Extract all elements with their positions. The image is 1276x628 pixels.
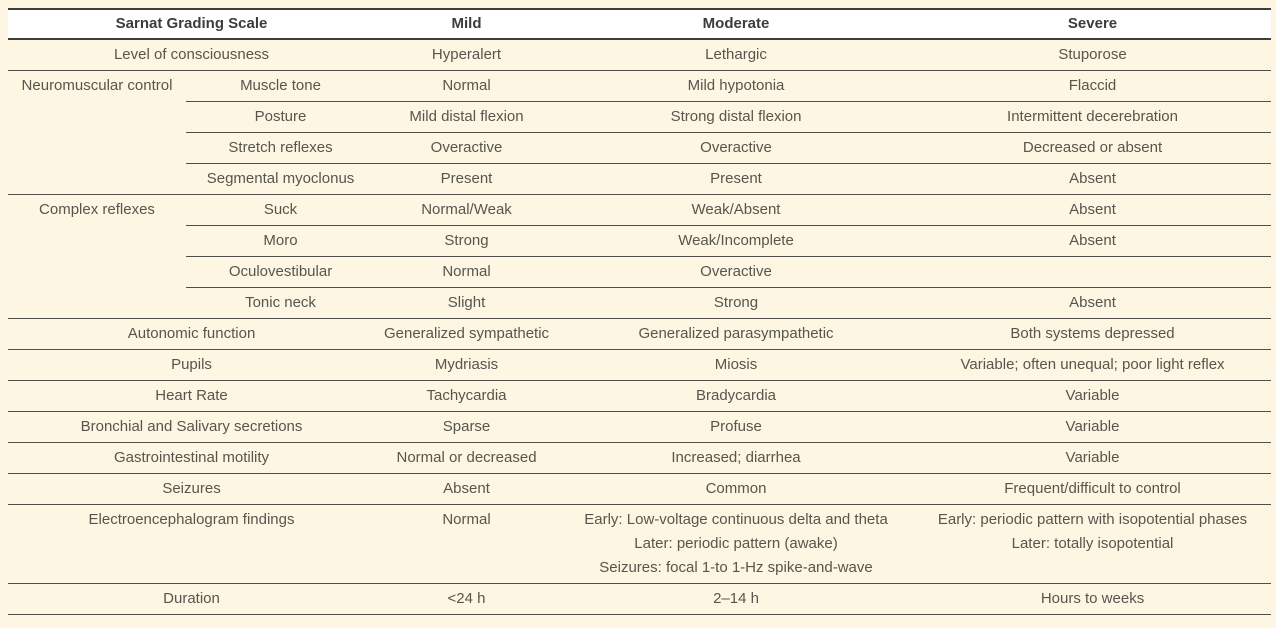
category-bronchial-salivary: Bronchial and Salivary secretions bbox=[8, 411, 376, 443]
cell-posture-mild: Mild distal flexion bbox=[375, 101, 559, 133]
cell-seizures-severe: Frequent/difficult to control bbox=[914, 473, 1272, 505]
row-moro: Moro Strong Weak/Incomplete Absent bbox=[8, 225, 1272, 257]
cell-autonomic-severe: Both systems depressed bbox=[914, 318, 1272, 350]
row-heart-rate: Heart Rate Tachycardia Bradycardia Varia… bbox=[8, 380, 1272, 412]
cell-suck-mild: Normal/Weak bbox=[375, 194, 559, 226]
cell-tonic-neck-mild: Slight bbox=[375, 287, 559, 319]
cell-gi-moderate: Increased; diarrhea bbox=[558, 442, 915, 474]
eeg-moderate-line-later: Later: periodic pattern (awake) bbox=[634, 535, 838, 552]
row-suck: Complex reflexes Suck Normal/Weak Weak/A… bbox=[8, 194, 1272, 319]
cell-eeg-mild: Normal bbox=[375, 504, 559, 584]
cell-moro-moderate: Weak/Incomplete bbox=[558, 225, 915, 257]
feature-stretch-reflexes: Stretch reflexes bbox=[186, 132, 376, 164]
cell-myoclonus-mild: Present bbox=[375, 163, 559, 195]
cell-myoclonus-severe: Absent bbox=[914, 163, 1272, 195]
header-severe: Severe bbox=[914, 8, 1272, 40]
cell-loc-moderate: Lethargic bbox=[558, 39, 915, 71]
row-stretch-reflexes: Stretch reflexes Overactive Overactive D… bbox=[8, 132, 1272, 164]
cell-duration-mild: <24 h bbox=[375, 583, 559, 615]
cell-stretch-mild: Overactive bbox=[375, 132, 559, 164]
cell-bronchial-moderate: Profuse bbox=[558, 411, 915, 443]
feature-muscle-tone: Muscle tone bbox=[186, 70, 376, 102]
cell-tonic-neck-moderate: Strong bbox=[558, 287, 915, 319]
eeg-moderate-line-seizures: Seizures: focal 1-to 1-Hz spike-and-wave bbox=[599, 559, 873, 576]
row-duration: Duration <24 h 2–14 h Hours to weeks bbox=[8, 583, 1272, 615]
cell-bronchial-mild: Sparse bbox=[375, 411, 559, 443]
cell-stretch-moderate: Overactive bbox=[558, 132, 915, 164]
cell-duration-moderate: 2–14 h bbox=[558, 583, 915, 615]
row-level-of-consciousness: Level of consciousness Hyperalert Lethar… bbox=[8, 39, 1272, 71]
cell-loc-mild: Hyperalert bbox=[375, 39, 559, 71]
cell-seizures-moderate: Common bbox=[558, 473, 915, 505]
category-seizures: Seizures bbox=[8, 473, 376, 505]
cell-muscle-tone-mild: Normal bbox=[375, 70, 559, 102]
category-level-of-consciousness: Level of consciousness bbox=[8, 39, 376, 71]
eeg-severe-line-later: Later: totally isopotential bbox=[1011, 535, 1174, 552]
row-oculovestibular: Oculovestibular Normal Overactive bbox=[8, 256, 1272, 288]
cell-pupils-moderate: Miosis bbox=[558, 349, 915, 381]
cell-moro-severe: Absent bbox=[914, 225, 1272, 257]
cell-oculovestibular-severe bbox=[914, 256, 1272, 288]
cell-myoclonus-moderate: Present bbox=[558, 163, 915, 195]
feature-oculovestibular: Oculovestibular bbox=[186, 256, 376, 288]
category-gastrointestinal-motility: Gastrointestinal motility bbox=[8, 442, 376, 474]
row-posture: Posture Mild distal flexion Strong dista… bbox=[8, 101, 1272, 133]
category-heart-rate: Heart Rate bbox=[8, 380, 376, 412]
cell-eeg-severe: Early: periodic pattern with isopotentia… bbox=[914, 504, 1272, 584]
cell-posture-moderate: Strong distal flexion bbox=[558, 101, 915, 133]
eeg-moderate-line-early: Early: Low-voltage continuous delta and … bbox=[584, 511, 888, 528]
feature-segmental-myoclonus: Segmental myoclonus bbox=[186, 163, 376, 195]
sarnat-grading-table: Sarnat Grading Scale Mild Moderate Sever… bbox=[8, 8, 1272, 615]
cell-heart-mild: Tachycardia bbox=[375, 380, 559, 412]
category-duration: Duration bbox=[8, 583, 376, 615]
row-segmental-myoclonus: Segmental myoclonus Present Present Abse… bbox=[8, 163, 1272, 195]
cell-eeg-moderate: Early: Low-voltage continuous delta and … bbox=[558, 504, 915, 584]
cell-moro-mild: Strong bbox=[375, 225, 559, 257]
cell-posture-severe: Intermittent decerebration bbox=[914, 101, 1272, 133]
cell-oculovestibular-moderate: Overactive bbox=[558, 256, 915, 288]
cell-heart-severe: Variable bbox=[914, 380, 1272, 412]
row-muscle-tone: Neuromuscular control Muscle tone Normal… bbox=[8, 70, 1272, 195]
cell-tonic-neck-severe: Absent bbox=[914, 287, 1272, 319]
cell-seizures-mild: Absent bbox=[375, 473, 559, 505]
cell-muscle-tone-moderate: Mild hypotonia bbox=[558, 70, 915, 102]
category-eeg-findings: Electroencephalogram findings bbox=[8, 504, 376, 584]
row-bronchial-salivary: Bronchial and Salivary secretions Sparse… bbox=[8, 411, 1272, 443]
cell-oculovestibular-mild: Normal bbox=[375, 256, 559, 288]
eeg-severe-line-early: Early: periodic pattern with isopotentia… bbox=[937, 511, 1248, 528]
feature-moro: Moro bbox=[186, 225, 376, 257]
feature-posture: Posture bbox=[186, 101, 376, 133]
cell-autonomic-mild: Generalized sympathetic bbox=[375, 318, 559, 350]
feature-suck: Suck bbox=[186, 194, 376, 226]
row-autonomic-function: Autonomic function Generalized sympathet… bbox=[8, 318, 1272, 350]
cell-heart-moderate: Bradycardia bbox=[558, 380, 915, 412]
row-pupils: Pupils Mydriasis Miosis Variable; often … bbox=[8, 349, 1272, 381]
cell-pupils-mild: Mydriasis bbox=[375, 349, 559, 381]
row-tonic-neck: Tonic neck Slight Strong Absent bbox=[8, 287, 1272, 319]
category-neuromuscular-control: Neuromuscular control bbox=[8, 70, 186, 195]
cell-autonomic-moderate: Generalized parasympathetic bbox=[558, 318, 915, 350]
category-autonomic-function: Autonomic function bbox=[8, 318, 376, 350]
category-pupils: Pupils bbox=[8, 349, 376, 381]
cell-suck-moderate: Weak/Absent bbox=[558, 194, 915, 226]
cell-duration-severe: Hours to weeks bbox=[914, 583, 1272, 615]
cell-stretch-severe: Decreased or absent bbox=[914, 132, 1272, 164]
header-moderate: Moderate bbox=[558, 8, 915, 40]
cell-bronchial-severe: Variable bbox=[914, 411, 1272, 443]
cell-muscle-tone-severe: Flaccid bbox=[914, 70, 1272, 102]
cell-suck-severe: Absent bbox=[914, 194, 1272, 226]
header-mild: Mild bbox=[375, 8, 559, 40]
row-eeg-findings: Electroencephalogram findings Normal Ear… bbox=[8, 504, 1272, 584]
header-row: Sarnat Grading Scale Mild Moderate Sever… bbox=[8, 8, 1272, 40]
row-seizures: Seizures Absent Common Frequent/difficul… bbox=[8, 473, 1272, 505]
cell-gi-severe: Variable bbox=[914, 442, 1272, 474]
feature-tonic-neck: Tonic neck bbox=[186, 287, 376, 319]
category-complex-reflexes: Complex reflexes bbox=[8, 194, 186, 319]
cell-loc-severe: Stuporose bbox=[914, 39, 1272, 71]
row-gastrointestinal-motility: Gastrointestinal motility Normal or decr… bbox=[8, 442, 1272, 474]
header-scale: Sarnat Grading Scale bbox=[8, 8, 376, 40]
cell-pupils-severe: Variable; often unequal; poor light refl… bbox=[914, 349, 1272, 381]
cell-gi-mild: Normal or decreased bbox=[375, 442, 559, 474]
